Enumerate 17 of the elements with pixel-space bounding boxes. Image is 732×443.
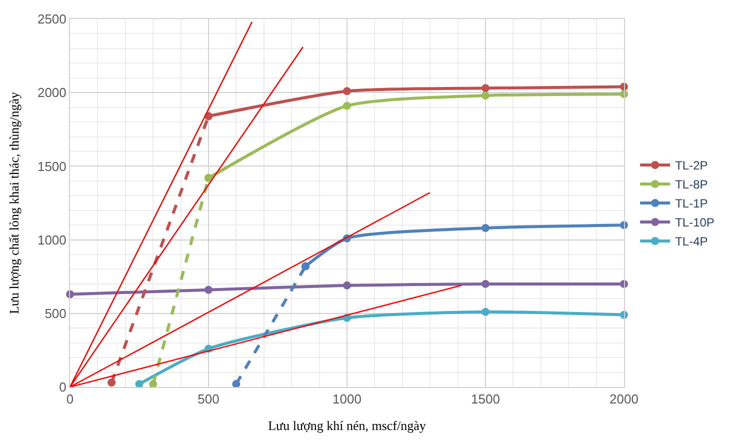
legend-label: TL-4P [675,234,708,249]
y-tick-label: 0 [59,380,66,395]
y-tick-label: 500 [44,306,66,321]
y-tick-label: 2000 [37,85,66,100]
legend-label: TL-8P [675,178,708,192]
legend-label: TL-2P [675,158,708,173]
legend-label: TL-10P [675,216,714,230]
x-tick-label: 2000 [610,392,638,407]
y-tick-label: 1500 [37,158,66,174]
legend-label: TL-1P [675,196,708,211]
y-axis-title: Lưu lượng chất lỏng khai thác, thùng/ngày [6,91,22,314]
x-axis-title: Lưu lượng khí nén, mscf/ngày [268,418,426,434]
x-tick-label: 1000 [332,392,362,407]
x-tick-label: 1500 [471,392,500,407]
y-tick-label: 2500 [37,12,66,27]
y-tick-label: 1000 [37,232,66,248]
x-tick-label: 500 [198,392,220,407]
